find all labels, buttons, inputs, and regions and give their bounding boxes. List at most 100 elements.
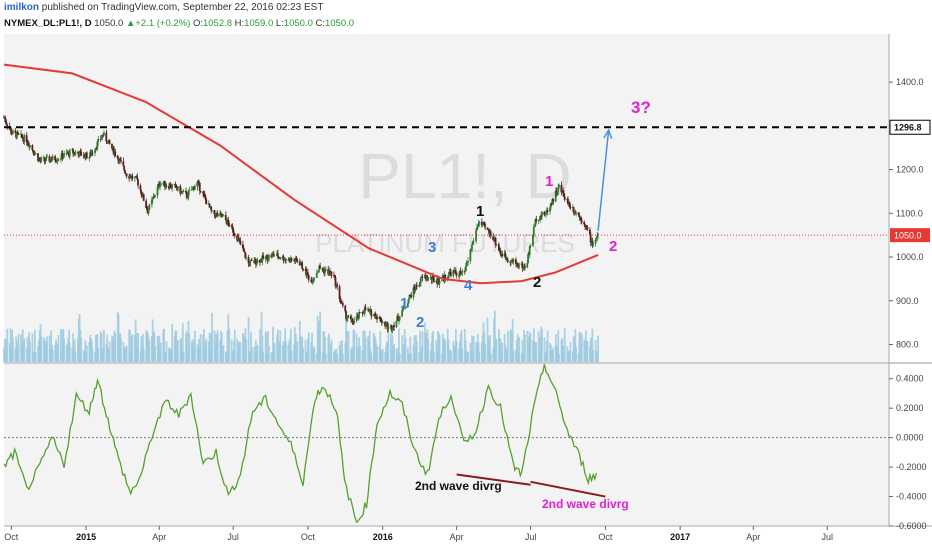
- volume-bar: [307, 332, 310, 362]
- candle-body: [114, 151, 117, 156]
- candle-body: [213, 210, 216, 215]
- candle-body: [25, 135, 28, 143]
- volume-bar: [594, 340, 597, 362]
- volume-bar: [142, 349, 145, 362]
- candle-body: [447, 275, 450, 278]
- candle-body: [169, 184, 172, 188]
- volume-bar: [580, 333, 583, 362]
- candle-body: [284, 259, 287, 260]
- candle-body: [302, 268, 304, 271]
- volume-bar: [398, 328, 400, 362]
- volume-bar: [347, 331, 350, 362]
- volume-bar: [148, 340, 151, 362]
- candle-body: [432, 275, 434, 278]
- forecast-arrow[interactable]: [597, 128, 613, 231]
- wave-label-blue-4: 4: [464, 277, 473, 294]
- candle-body: [6, 124, 9, 127]
- volume-bar: [427, 338, 430, 362]
- price-tick-label: 1400.0: [896, 77, 924, 87]
- candle-body: [532, 235, 534, 246]
- publisher-name[interactable]: imilkon: [4, 2, 40, 13]
- candle-body: [45, 157, 48, 161]
- volume-bar: [324, 353, 327, 362]
- volume-bar: [379, 331, 382, 362]
- volume-bar: [336, 353, 339, 362]
- candle-body: [68, 150, 71, 157]
- volume-bar: [23, 338, 26, 362]
- symbol-label[interactable]: NYMEX_DL:PL1!, D: [4, 18, 92, 29]
- candle-body: [523, 265, 526, 268]
- price-pane[interactable]: [4, 34, 889, 362]
- volume-bar: [185, 331, 188, 362]
- oscillator-pane[interactable]: [4, 364, 889, 526]
- candle-body: [319, 265, 321, 269]
- candle-body: [506, 257, 508, 260]
- candle-body: [5, 122, 8, 125]
- volume-bar: [413, 335, 416, 362]
- candle-body: [569, 206, 572, 208]
- volume-bar: [313, 347, 316, 362]
- volume-bar: [467, 351, 469, 362]
- volume-bar: [461, 348, 464, 362]
- candle-body: [579, 217, 582, 221]
- candle-body: [316, 272, 319, 274]
- candle-body: [231, 225, 234, 228]
- candle-body: [431, 275, 434, 281]
- volume-bar: [591, 328, 594, 362]
- divergence-trendlines[interactable]: [456, 473, 606, 498]
- volume-bar: [296, 341, 299, 362]
- volume-bar: [330, 339, 333, 362]
- time-tick-label: Oct: [598, 532, 613, 542]
- volume-bar: [499, 338, 502, 362]
- candle-body: [94, 150, 96, 154]
- price-scale[interactable]: [889, 34, 932, 526]
- candle-body: [380, 317, 382, 323]
- volume-bar: [511, 319, 514, 362]
- candle-body: [390, 326, 393, 331]
- candle-body: [529, 245, 532, 247]
- candle-body: [549, 207, 551, 212]
- divergence-trendline: [456, 473, 531, 486]
- candle-body: [74, 152, 77, 155]
- volume-bar: [290, 350, 293, 362]
- candle-body: [299, 264, 302, 266]
- candle-body: [289, 258, 292, 263]
- candle-body: [267, 259, 269, 261]
- candle-body: [90, 152, 93, 156]
- candle-body: [412, 287, 415, 298]
- volume-bar: [268, 346, 270, 362]
- candle-body: [514, 259, 517, 265]
- candle-body: [250, 260, 253, 261]
- candle-body: [38, 158, 41, 161]
- candle-body: [37, 153, 39, 162]
- candle-body: [108, 139, 111, 144]
- volume-bar: [311, 332, 313, 362]
- candle-body: [506, 259, 509, 262]
- candle-body: [20, 133, 23, 138]
- wave-label-blue-1: 1: [400, 295, 408, 312]
- candle-body: [540, 211, 543, 217]
- candle-body: [48, 156, 51, 162]
- time-tick-label: 2016: [373, 532, 393, 542]
- candle-body: [76, 152, 79, 154]
- candle-body: [340, 300, 343, 303]
- volume-bar: [401, 335, 404, 362]
- candle-body: [187, 191, 190, 198]
- volume-bar: [419, 330, 421, 362]
- candle-body: [100, 137, 103, 140]
- volume-bar: [57, 334, 60, 362]
- volume-bar: [55, 343, 58, 362]
- volume-bar: [236, 339, 239, 362]
- volume-bar: [205, 338, 208, 362]
- candle-body: [345, 311, 347, 319]
- candle-body: [296, 260, 299, 263]
- osc-tick-label: -0.2000: [896, 462, 927, 472]
- candle-body: [27, 143, 30, 145]
- candle-body: [186, 197, 189, 199]
- volume-bar: [180, 337, 183, 362]
- candle-body: [526, 263, 529, 268]
- volume-bar: [108, 341, 111, 362]
- resistance-price-text: 1296.8: [894, 123, 922, 133]
- candle-body: [88, 157, 91, 159]
